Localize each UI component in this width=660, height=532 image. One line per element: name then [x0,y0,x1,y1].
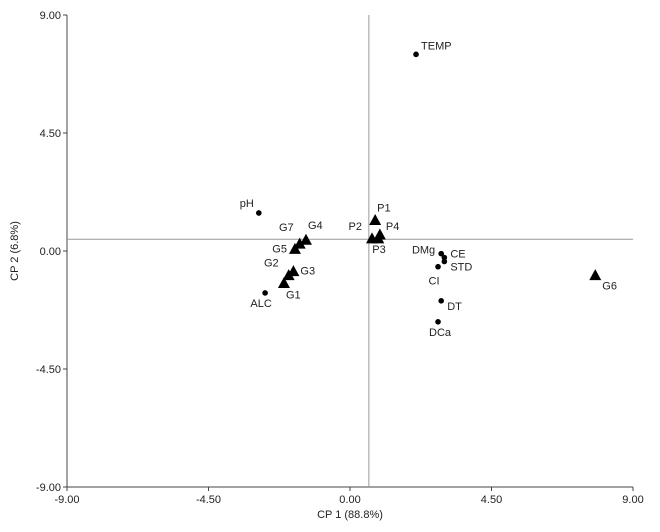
sample-point-g6 [589,269,602,281]
variable-point-alc [262,290,268,296]
plot-frame [66,15,633,488]
variable-point-temp [413,51,419,58]
point-label-p1: P1 [377,203,390,215]
point-label-p4: P4 [386,221,399,233]
sample-point-g3 [287,265,300,277]
point-label-ph: pH [240,198,254,210]
point-label-g1: G1 [286,289,301,301]
reference-lines [67,15,633,487]
point-label-p3: P3 [372,244,385,256]
sample-point-g7 [293,237,306,249]
sample-point-p1 [369,214,382,226]
x-tick-label: 9.00 [622,494,643,506]
x-tick-label: 0.00 [339,494,360,506]
variable-point-ph [256,210,262,216]
point-label-alc: ALC [250,298,271,310]
point-label-temp: TEMP [421,40,452,52]
x-tick-label: -9.00 [54,494,79,506]
y-tick-label: 9.00 [40,10,61,22]
sample-point-p4 [373,228,386,240]
y-tick-label: -9.00 [36,482,61,494]
variable-point-ci [435,263,441,270]
x-tick-label: 4.50 [481,494,502,506]
y-tick-label: -4.50 [36,364,61,376]
variable-point-dca [435,319,441,325]
variable-point-dt [438,298,444,304]
point-label-std: STD [450,261,472,273]
point-label-dt: DT [447,301,462,313]
point-label-dmg: DMg [412,245,435,257]
x-axis-title: CP 1 (88.8%) [317,509,383,521]
point-label-ci: CI [429,276,440,288]
point-label-ce: CE [450,249,465,261]
y-tick-label: 0.00 [40,246,61,258]
sample-point-g4 [299,233,312,245]
point-label-g5: G5 [272,243,287,255]
point-label-g6: G6 [602,281,617,293]
variable-point-std [441,258,448,265]
variable-point-ce [441,254,448,261]
x-tick-label: -4.50 [196,494,221,506]
y-tick-label: 4.50 [40,128,61,140]
y-axis-title: CP 2 (6.8%) [9,221,21,281]
point-label-g2: G2 [264,258,279,270]
data-points [256,51,602,325]
point-label-g4: G4 [308,220,323,232]
axis-ticks: -9.00 -4.50 0.00 4.50 9.00 9.00 4.50 0.00 -4.50 -… [36,10,644,506]
variable-point-dmg [438,250,444,257]
sample-point-g1 [277,276,290,288]
point-label-g3: G3 [300,266,315,278]
point-label-dca: DCa [429,327,452,339]
point-label-g7: G7 [279,222,294,234]
point-label-p2: P2 [349,221,362,233]
